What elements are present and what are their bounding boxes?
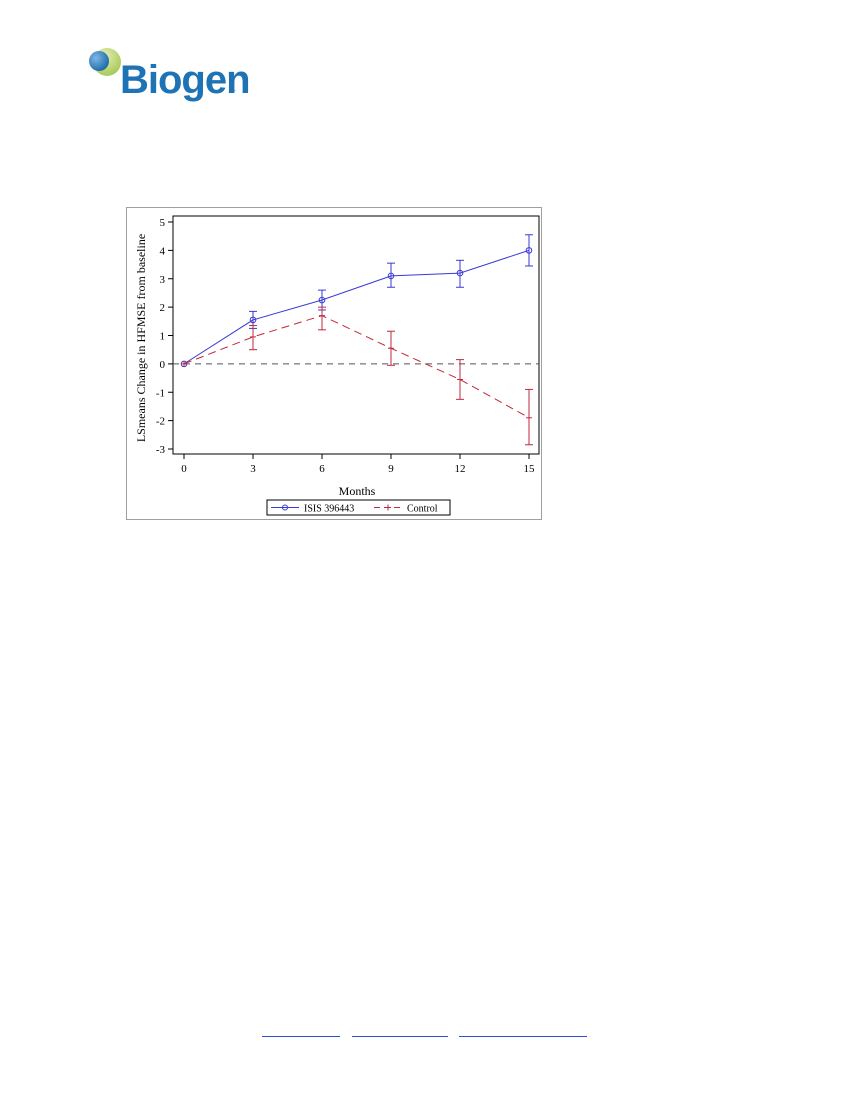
- footer-link-2[interactable]: [352, 1026, 448, 1037]
- legend-swatch-marker: [282, 504, 288, 511]
- series-1: [181, 306, 533, 446]
- y-tick-label: -2: [156, 416, 165, 428]
- footer-link-3[interactable]: [459, 1026, 587, 1037]
- y-tick-label: 4: [160, 245, 166, 257]
- data-point: [387, 272, 395, 280]
- y-tick-label: 1: [160, 331, 166, 343]
- chart-frame: 5 4 3 2 1 0 -1 -2 -3 0 3 6 9 12 15 Months LSmeans Chan…: [126, 207, 542, 520]
- biogen-logo: Biogen .: [86, 46, 256, 106]
- data-point: [456, 269, 464, 277]
- series-layer: [180, 234, 533, 446]
- data-point: [457, 376, 463, 383]
- brand-trademark: .: [234, 86, 236, 93]
- y-tick-label: 5: [160, 217, 166, 229]
- chart-axes: 5 4 3 2 1 0 -1 -2 -3 0 3 6 9 12 15: [156, 215, 540, 475]
- y-tick-label: 3: [160, 274, 166, 286]
- x-tick-label: 15: [524, 463, 536, 475]
- x-tick-label: 0: [181, 463, 187, 475]
- biogen-sphere-icon: [89, 48, 121, 76]
- data-point: [249, 316, 257, 324]
- x-axis-label: Months: [339, 484, 376, 498]
- x-tick-label: 3: [250, 463, 256, 475]
- footer-links: [0, 1026, 850, 1040]
- data-point: [250, 333, 256, 340]
- chart-legend: ISIS 396443 Control: [266, 499, 451, 516]
- hfmse-chart: 5 4 3 2 1 0 -1 -2 -3 0 3 6 9 12 15 Months LSmeans Chan…: [134, 215, 540, 516]
- data-point: [526, 414, 532, 421]
- legend-box: [266, 499, 451, 516]
- plot-area-border: [172, 215, 540, 455]
- data-point: [318, 296, 326, 304]
- legend-label: ISIS 396443: [304, 504, 354, 515]
- x-tick-label: 6: [319, 463, 325, 475]
- brand-name: Biogen: [120, 58, 251, 102]
- series-0: [180, 234, 533, 368]
- x-tick-label: 9: [388, 463, 394, 475]
- footer-link-1[interactable]: [262, 1026, 340, 1037]
- legend-label: Control: [407, 504, 438, 515]
- data-point: [525, 247, 533, 254]
- y-tick-label: -1: [156, 387, 165, 399]
- y-tick-label: -3: [156, 444, 166, 456]
- y-tick-label: 2: [160, 302, 166, 314]
- y-tick-label: 0: [160, 359, 166, 371]
- data-point: [319, 312, 325, 319]
- data-point: [181, 360, 187, 367]
- x-tick-label: 12: [455, 463, 466, 475]
- data-point: [388, 345, 394, 352]
- series-line: [183, 249, 530, 365]
- series-line: [183, 315, 530, 419]
- y-axis-label: LSmeans Change in HFMSE from baseline: [134, 234, 148, 442]
